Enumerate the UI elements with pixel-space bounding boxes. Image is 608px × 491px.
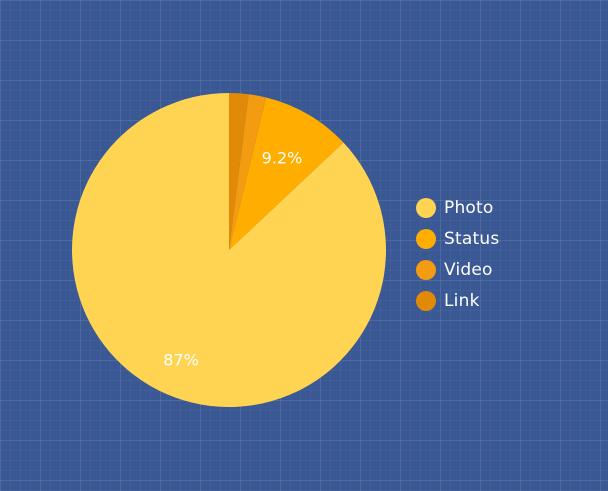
legend: Photo Status Video Link	[416, 192, 499, 316]
legend-label-link: Link	[444, 290, 480, 311]
legend-item-link[interactable]: Link	[416, 285, 499, 316]
slice-label-status: 9.2%	[262, 149, 303, 168]
legend-label-video: Video	[444, 259, 493, 280]
legend-swatch-link	[416, 290, 436, 311]
legend-label-status: Status	[444, 228, 500, 249]
legend-label-photo: Photo	[444, 197, 494, 218]
pie-slice-status[interactable]	[229, 97, 344, 250]
legend-swatch-video	[416, 259, 436, 280]
slice-label-photo: 87%	[163, 350, 199, 369]
legend-item-photo[interactable]: Photo	[416, 192, 499, 223]
pie-slices	[71, 92, 386, 407]
pie-slice-labels: 87% 9.2%	[163, 149, 302, 370]
legend-item-status[interactable]: Status	[416, 223, 499, 254]
pie-slice-photo[interactable]	[71, 92, 386, 407]
legend-swatch-photo	[416, 197, 436, 218]
pie-slice-video[interactable]	[229, 94, 267, 251]
legend-swatch-status	[416, 228, 436, 249]
pie-slice-link[interactable]	[229, 93, 249, 250]
legend-item-video[interactable]: Video	[416, 254, 499, 285]
